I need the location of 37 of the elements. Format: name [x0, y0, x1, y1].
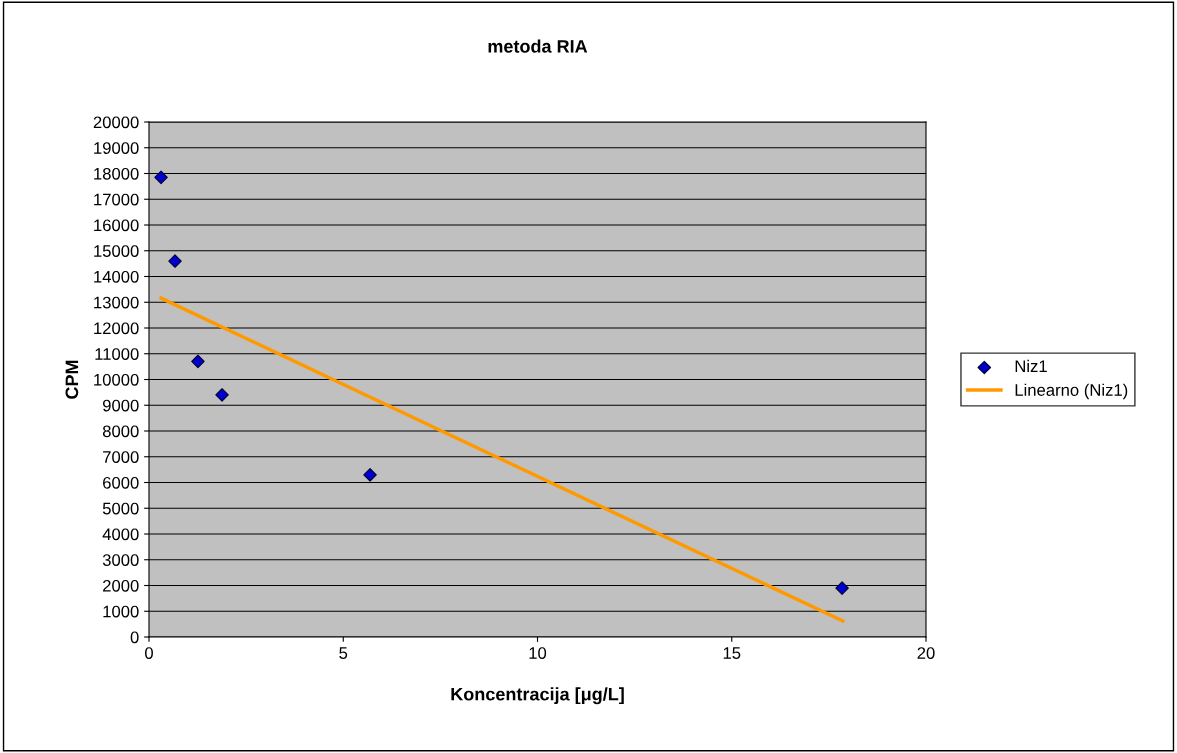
y-tick-label: 19000 — [94, 142, 139, 154]
chart-title: metoda RIA — [488, 39, 588, 53]
legend-label: Linearno (Niz1) — [1015, 383, 1128, 400]
x-tick-label: 0 — [145, 647, 153, 659]
y-tick-label: 9000 — [102, 399, 139, 412]
y-tick-label: 12000 — [94, 322, 139, 335]
point — [215, 388, 229, 402]
y-tick-label: 6000 — [103, 476, 139, 489]
y-tick-label: 0 — [130, 631, 139, 644]
x-axis-title: Koncentracija [μg/L] — [451, 687, 624, 705]
point — [168, 254, 182, 268]
y-tick-label: 17000 — [94, 193, 139, 206]
y-tick-label: 11000 — [95, 348, 139, 360]
x-tick-label: 10 — [529, 647, 547, 659]
y-tick-label: 5000 — [102, 502, 139, 515]
y-tick-label: 16000 — [94, 219, 139, 232]
y-tick-label: 20000 — [93, 116, 139, 129]
point — [835, 581, 849, 595]
y-tick-label: 4000 — [102, 528, 139, 541]
y-tick-label: 1000 — [103, 605, 139, 618]
y-tick-label: 15000 — [94, 245, 139, 257]
y-axis-title: CPM — [65, 360, 79, 399]
point — [363, 468, 377, 482]
y-tick-label: 3000 — [102, 554, 139, 566]
y-tick-label: 8000 — [102, 425, 139, 438]
y-tick-label: 14000 — [94, 270, 139, 283]
y-tick-label: 18000 — [94, 167, 139, 180]
y-tick-label: 10000 — [94, 373, 139, 386]
x-tick-label: 5 — [339, 647, 348, 659]
y-tick-label: 2000 — [103, 579, 139, 592]
y-tick-label: 7000 — [103, 451, 139, 463]
point — [154, 170, 168, 185]
point — [191, 354, 205, 369]
x-tick-label: 20 — [917, 647, 935, 659]
x-tick-label: 15 — [723, 647, 741, 659]
y-tick-label: 13000 — [94, 296, 139, 309]
legend-label: Niz1 — [1015, 359, 1047, 372]
